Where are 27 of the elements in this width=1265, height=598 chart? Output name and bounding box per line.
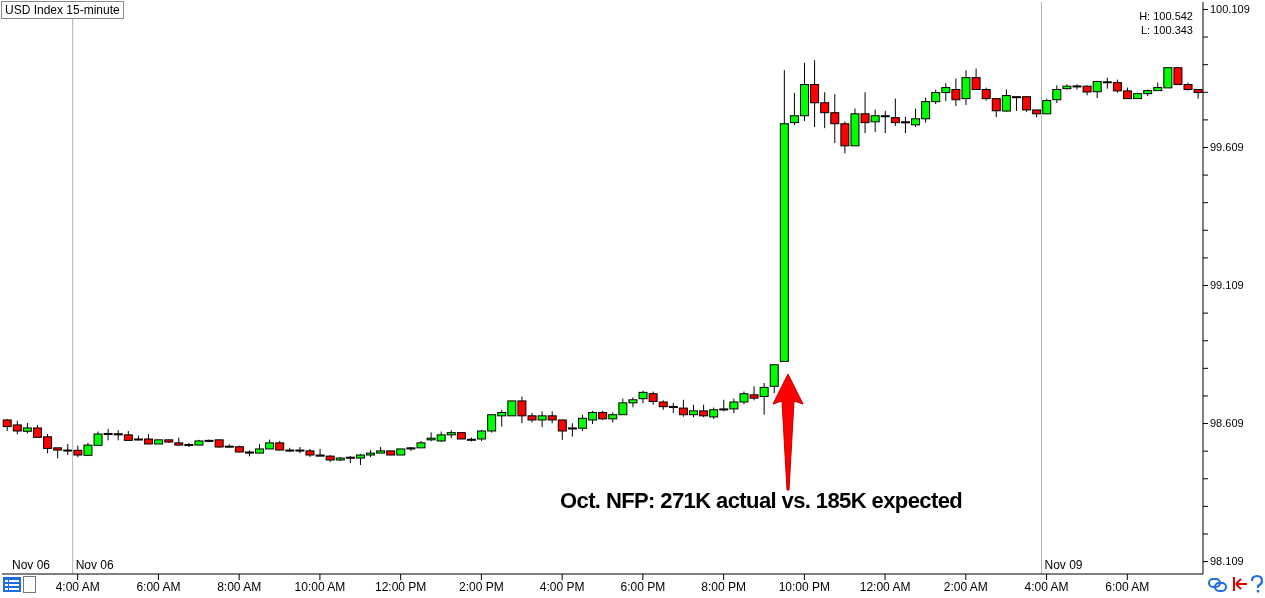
x-tick-label: 12:00 AM <box>859 579 911 594</box>
y-tick-label: 98.109 <box>1210 555 1244 568</box>
x-tick-label: 4:00 AM <box>55 579 100 594</box>
x-tick-label: 12:00 PM <box>374 579 427 594</box>
x-tick-label: 8:00 PM <box>701 579 746 594</box>
annotation: Nov 09 <box>1044 558 1083 572</box>
annotation: L: 100.343 <box>1141 24 1193 36</box>
annotation: Nov 06 <box>12 558 51 572</box>
x-tick-label: 4:00 AM <box>1024 579 1069 594</box>
y-tick-label: 98.609 <box>1210 417 1244 430</box>
y-tick-label: 100.109 <box>1210 3 1250 16</box>
x-tick-label: 8:00 AM <box>217 579 262 594</box>
annotation: Oct. NFP: 271K actual vs. 185K expected <box>560 488 963 514</box>
y-tick-label: 99.609 <box>1210 141 1244 154</box>
x-tick-label: 10:00 PM <box>778 579 831 594</box>
x-tick-label: 2:00 AM <box>943 579 988 594</box>
x-tick-label: 6:00 PM <box>620 579 666 594</box>
x-tick-label: 6:00 AM <box>1105 579 1150 594</box>
x-tick-label: 4:00 PM <box>539 579 585 594</box>
annotation: Nov 06 <box>75 558 114 572</box>
x-tick-label: 2:00 PM <box>459 579 504 594</box>
y-tick-label: 99.109 <box>1210 279 1244 292</box>
chart-title: USD Index 15-minute <box>1 1 124 19</box>
annotation: H: 100.542 <box>1139 10 1193 22</box>
candlestick <box>769 364 779 394</box>
x-tick-label: 6:00 AM <box>136 579 181 594</box>
x-tick-label: 10:00 AM <box>294 579 346 594</box>
